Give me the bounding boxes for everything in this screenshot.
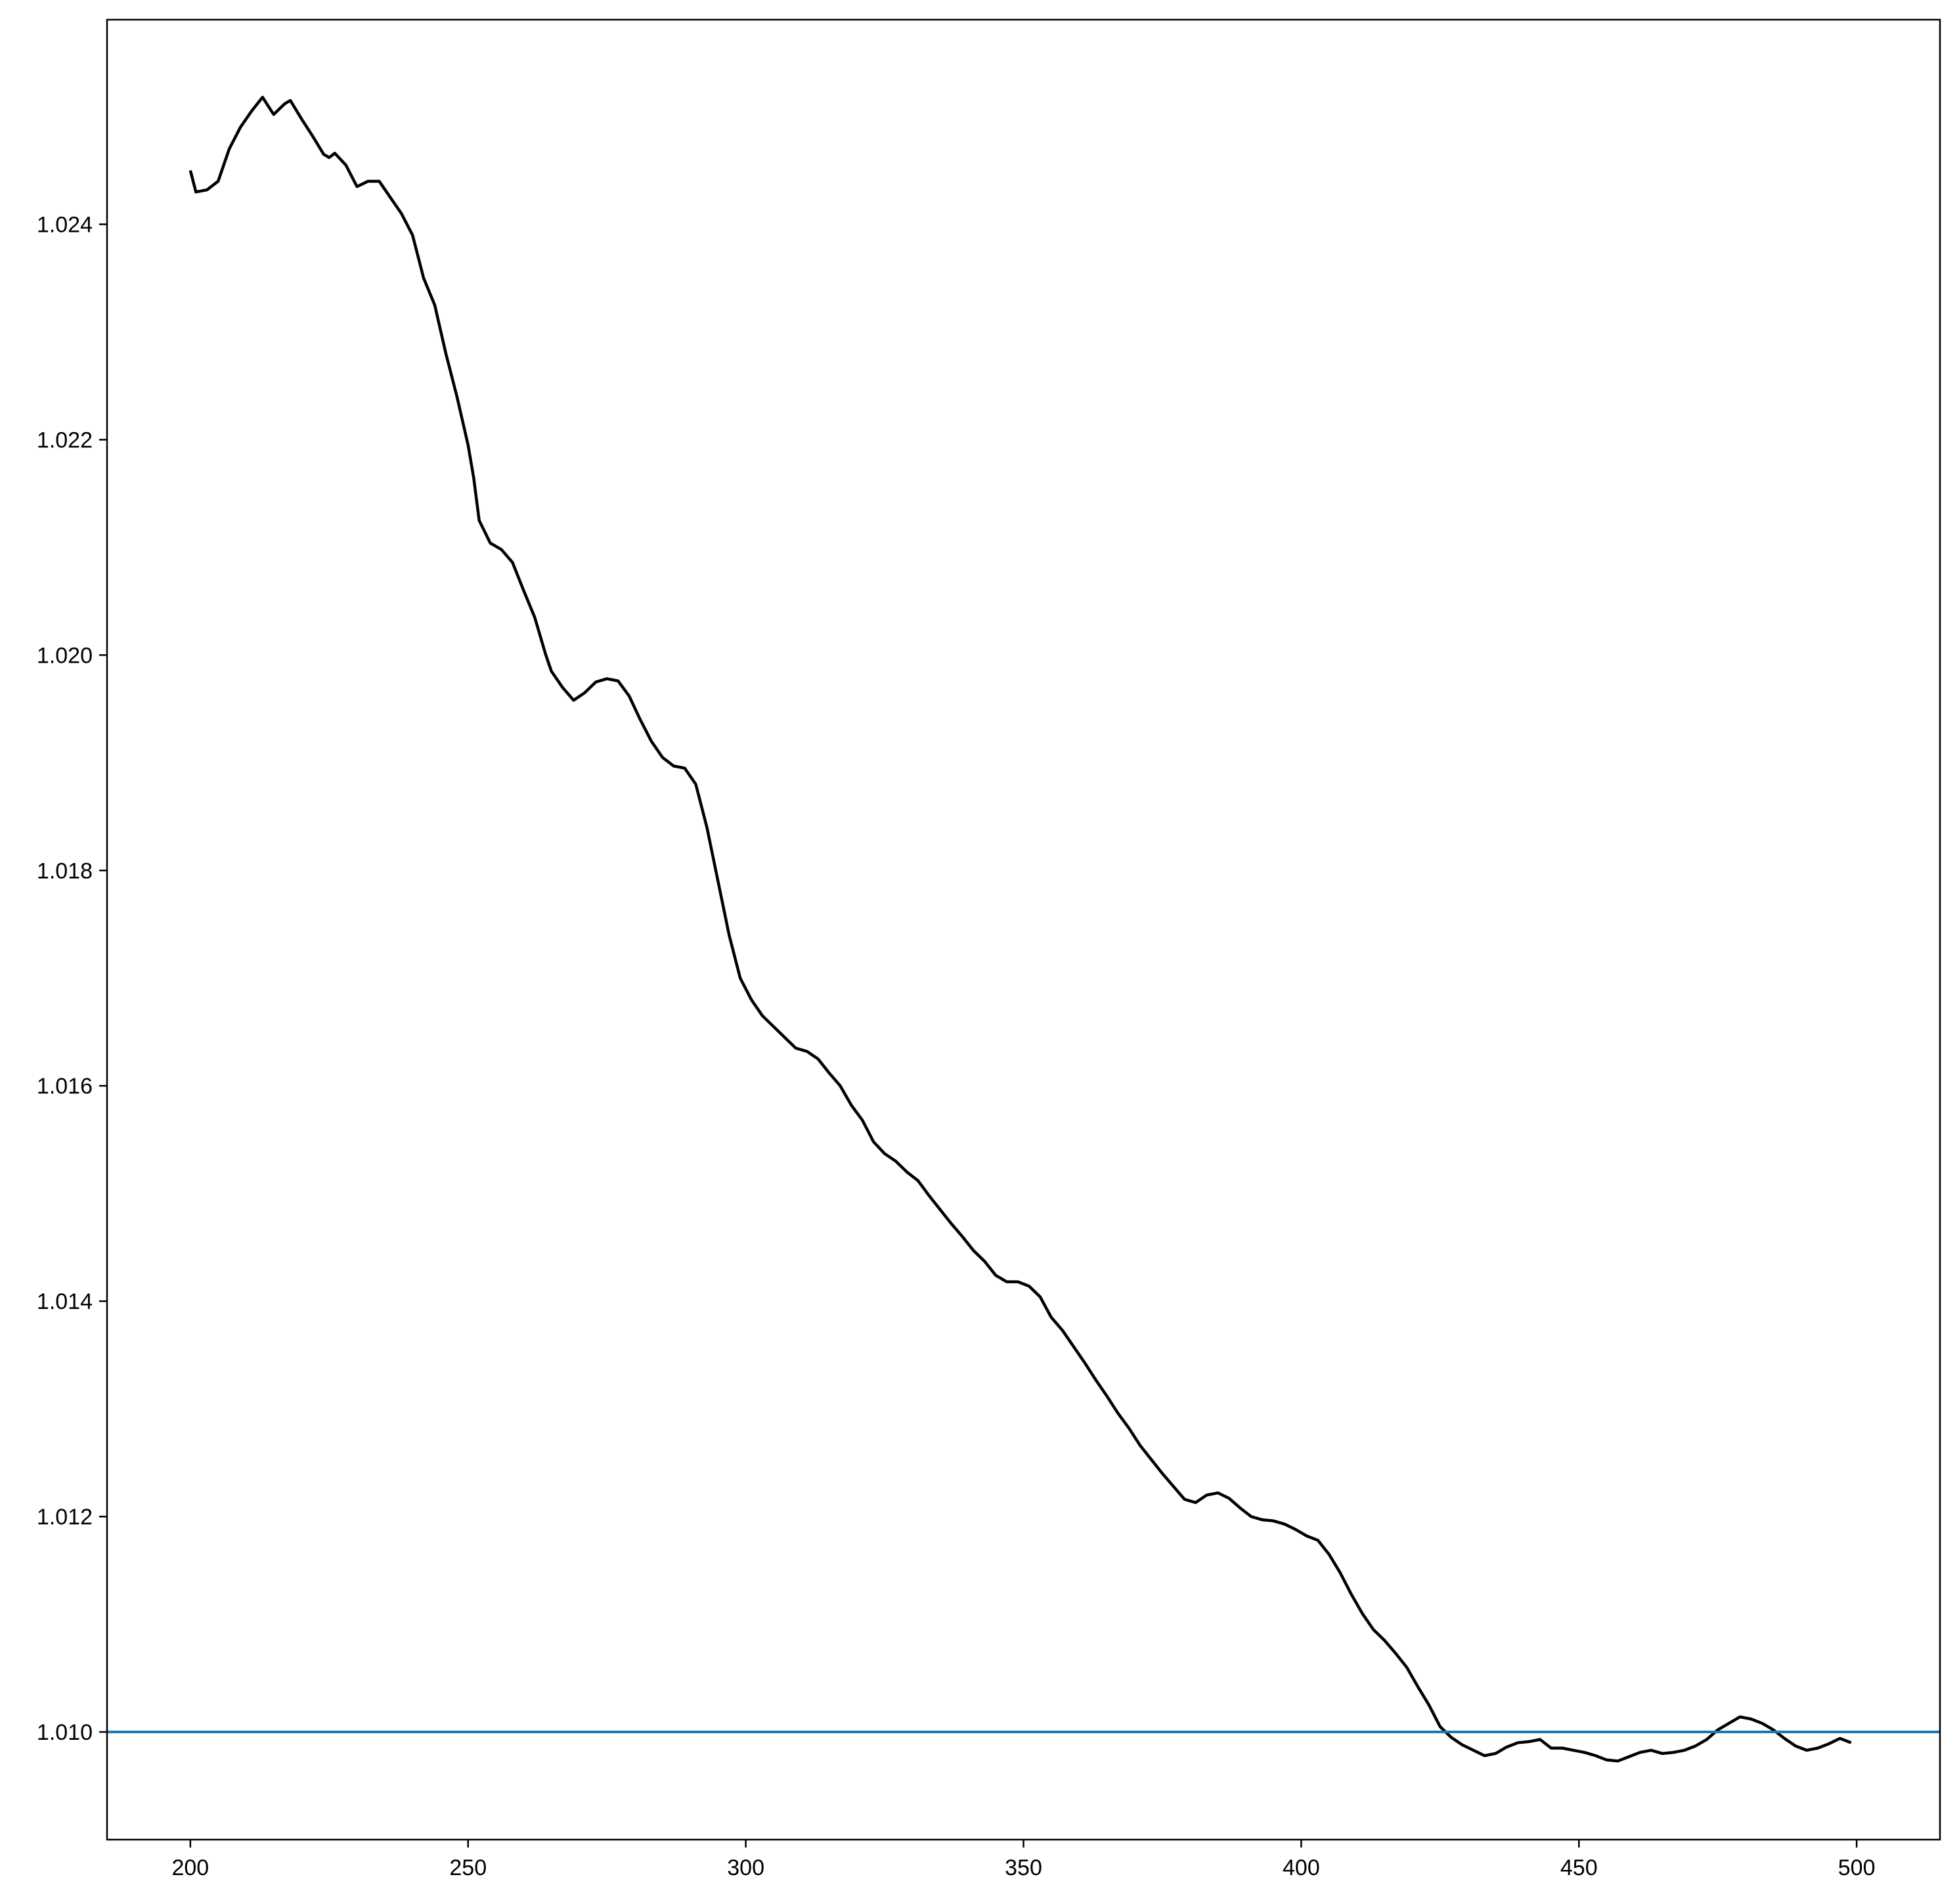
x-tick-label: 350: [1005, 1855, 1042, 1880]
x-tick-label: 450: [1560, 1855, 1598, 1880]
y-tick-label: 1.012: [37, 1505, 93, 1530]
y-tick-label: 1.018: [37, 858, 93, 883]
y-tick-label: 1.014: [37, 1289, 93, 1314]
y-tick-label: 1.020: [37, 643, 93, 668]
y-tick-label: 1.016: [37, 1074, 93, 1099]
y-tick-label: 1.022: [37, 428, 93, 453]
y-tick-label: 1.024: [37, 213, 93, 238]
series-line-0: [188, 95, 1852, 1763]
axes-frame: [106, 18, 1941, 1841]
x-axis: 200 250 300 350 400 450 500: [171, 1840, 1876, 1880]
x-tick-label: 300: [727, 1855, 764, 1880]
x-tick-label: 400: [1283, 1855, 1320, 1880]
x-tick-label: 500: [1838, 1855, 1876, 1880]
y-axis: 1.010 1.012 1.014 1.016 1.018 1.020 1.022 1.024: [37, 213, 107, 1745]
y-tick-label: 1.010: [37, 1720, 93, 1745]
x-tick-label: 200: [171, 1855, 209, 1880]
plot-area: [107, 95, 1940, 1763]
x-tick-label: 250: [449, 1855, 487, 1880]
